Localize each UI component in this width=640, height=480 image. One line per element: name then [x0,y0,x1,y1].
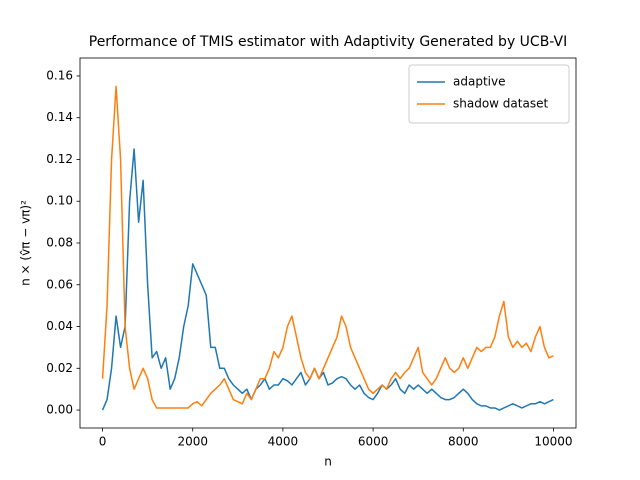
x-tick-label: 0 [99,435,107,449]
x-tick-label: 8000 [448,435,479,449]
line-series [101,85,554,409]
y-tick-label: 0.00 [46,403,73,417]
legend-label: adaptive [453,75,505,89]
x-tick-label: 10000 [534,435,572,449]
x-tick-label: 6000 [358,435,389,449]
legend-box [408,64,570,124]
chart-title: Performance of TMIS estimator with Adapt… [89,34,568,50]
y-tick-label: 0.04 [46,319,73,333]
y-tick-label: 0.12 [46,152,73,166]
y-tick-label: 0.08 [46,236,73,250]
y-axis-label: n × (v̂π − vπ)² [19,200,33,286]
x-tick-label: 2000 [177,435,208,449]
y-tick-label: 0.14 [46,110,73,124]
y-tick-label: 0.16 [46,68,73,82]
y-tick-label: 0.02 [46,361,73,375]
x-axis-label: n [324,455,332,469]
y-tick-label: 0.06 [46,277,73,291]
line-series [101,148,554,411]
legend-label: shadow dataset [453,97,548,111]
x-tick-label: 4000 [268,435,299,449]
y-tick-label: 0.10 [46,194,73,208]
